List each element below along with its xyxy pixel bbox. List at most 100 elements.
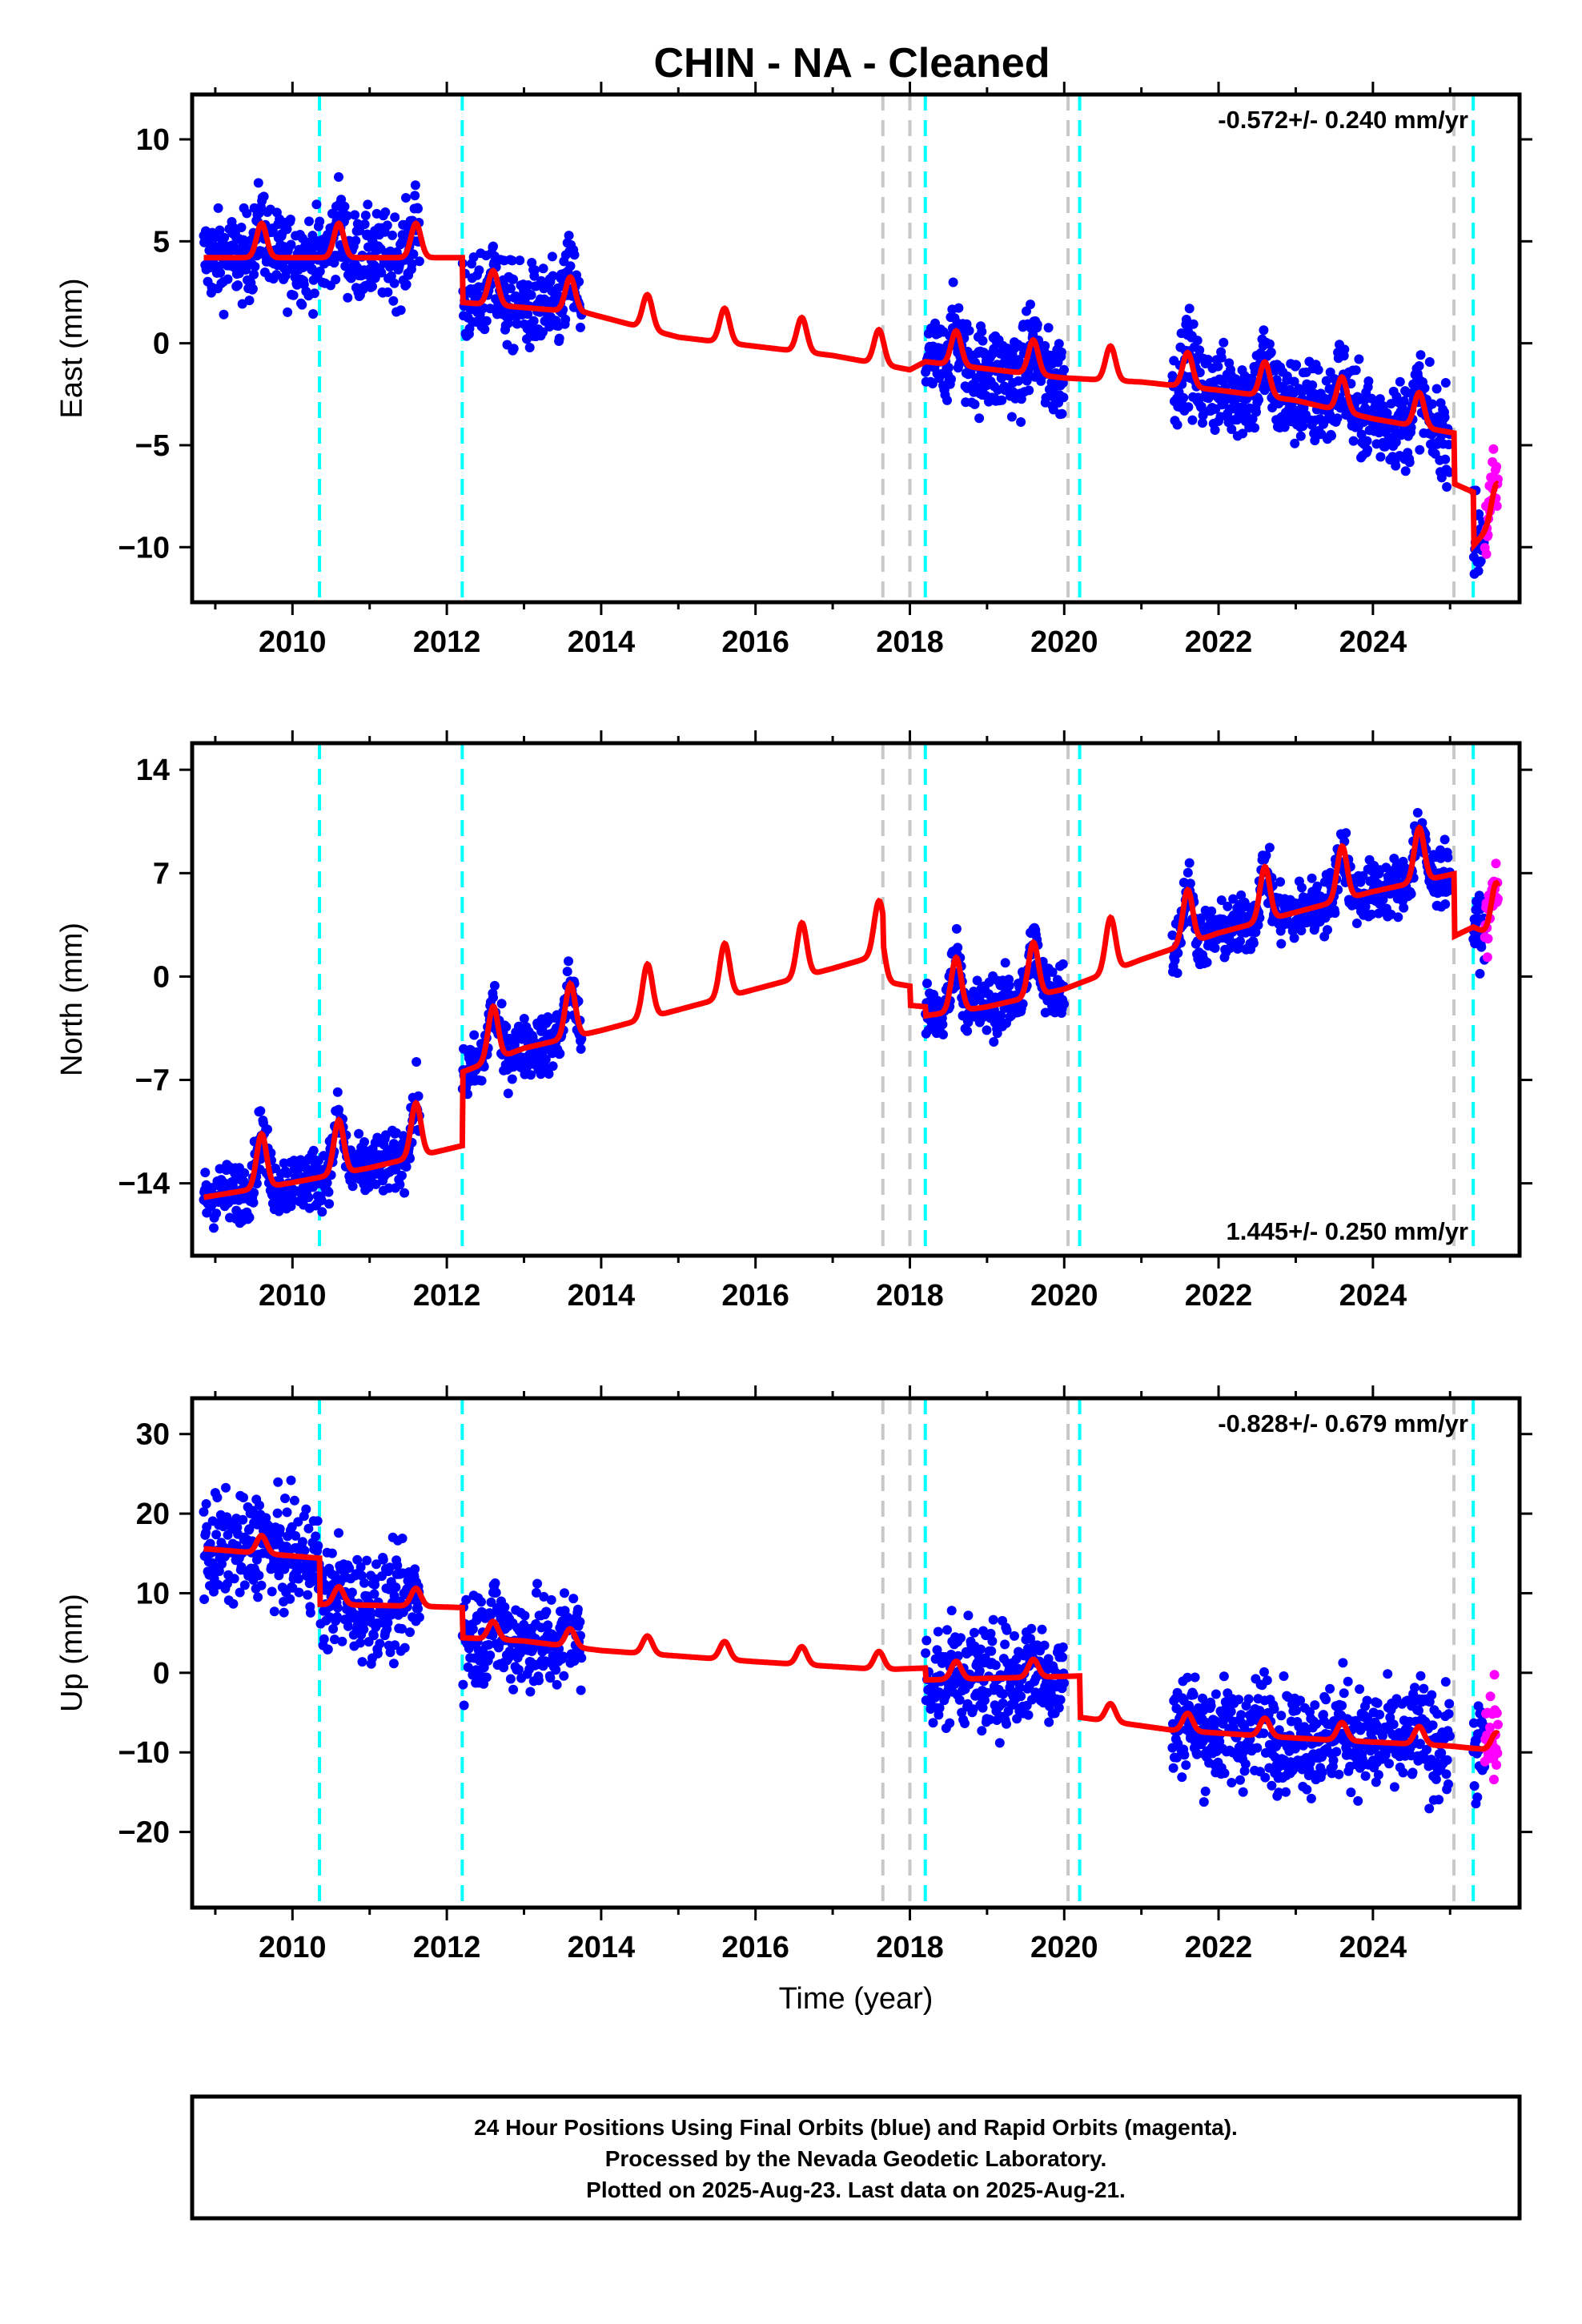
- final-orbit-point: [575, 1617, 585, 1627]
- final-orbit-point: [1440, 378, 1451, 388]
- final-orbit-point: [1013, 1663, 1023, 1674]
- final-orbit-point: [352, 1554, 363, 1565]
- final-orbit-point: [305, 1607, 315, 1618]
- final-orbit-point: [279, 1607, 289, 1618]
- final-orbit-point: [1290, 438, 1300, 448]
- final-orbit-point: [1032, 320, 1042, 330]
- final-orbit-point: [486, 1597, 496, 1607]
- final-orbit-point: [1325, 1683, 1335, 1694]
- final-orbit-point: [1279, 422, 1290, 432]
- final-orbit-point: [239, 1493, 248, 1502]
- final-orbit-point: [239, 1580, 250, 1590]
- final-orbit-point: [1311, 1719, 1322, 1729]
- x-tick-label: 2022: [1185, 625, 1253, 659]
- final-orbit-point: [360, 211, 371, 220]
- final-orbit-point: [254, 1570, 264, 1581]
- final-orbit-point: [1424, 357, 1435, 367]
- rapid-orbit-point: [1483, 934, 1493, 944]
- final-orbit-point: [1317, 1767, 1327, 1777]
- chart-title: CHIN - NA - Cleaned: [654, 40, 1050, 86]
- final-orbit-point: [1173, 948, 1183, 959]
- final-orbit-point: [1289, 933, 1299, 943]
- y-tick-label: −7: [135, 1064, 170, 1098]
- final-orbit-point: [1289, 376, 1299, 387]
- final-orbit-point: [309, 288, 319, 299]
- final-orbit-point: [1339, 1688, 1349, 1699]
- final-orbit-point: [982, 1025, 992, 1035]
- rapid-orbit-point: [1488, 444, 1499, 454]
- final-orbit-point: [1014, 376, 1023, 386]
- final-orbit-point: [1172, 420, 1182, 430]
- final-orbit-point: [536, 1069, 546, 1080]
- final-orbit-point: [362, 1555, 372, 1566]
- final-orbit-point: [392, 1560, 403, 1570]
- final-orbit-point: [1253, 920, 1263, 931]
- rapid-orbit-point: [1493, 894, 1503, 904]
- final-orbit-point: [283, 307, 293, 317]
- final-orbit-point: [942, 1625, 952, 1635]
- final-orbit-point: [1406, 889, 1416, 899]
- final-orbit-point: [544, 1069, 554, 1079]
- final-orbit-point: [1473, 566, 1484, 576]
- final-orbit-point: [1356, 429, 1367, 440]
- final-orbit-point: [1059, 999, 1069, 1009]
- final-orbit-point: [253, 178, 263, 188]
- final-orbit-point: [565, 261, 576, 271]
- final-orbit-point: [1043, 1654, 1054, 1664]
- rapid-orbit-point: [1492, 1708, 1502, 1719]
- final-orbit-point: [1198, 1693, 1207, 1703]
- final-orbit-point: [351, 235, 361, 246]
- final-orbit-point: [572, 1604, 583, 1614]
- final-orbit-point: [1058, 959, 1068, 969]
- final-orbit-point: [301, 1504, 311, 1514]
- final-orbit-point: [970, 399, 980, 409]
- final-orbit-point: [294, 1587, 304, 1598]
- final-orbit-point: [242, 208, 252, 219]
- final-orbit-point: [1402, 388, 1412, 398]
- final-orbit-point: [1367, 909, 1377, 919]
- final-orbit-point: [343, 1621, 353, 1631]
- final-orbit-point: [1442, 482, 1452, 492]
- final-orbit-point: [1195, 345, 1205, 356]
- final-orbit-point: [1024, 385, 1034, 396]
- final-orbit-point: [972, 975, 982, 986]
- rapid-orbit-point: [1492, 501, 1502, 511]
- final-orbit-point: [1327, 431, 1336, 441]
- final-orbit-point: [1259, 1728, 1269, 1739]
- final-orbit-point: [1334, 1769, 1344, 1779]
- final-orbit-point: [507, 255, 517, 266]
- final-orbit-point: [1199, 1797, 1209, 1807]
- final-orbit-point: [1252, 1743, 1263, 1753]
- final-orbit-point: [980, 1695, 990, 1706]
- final-orbit-point: [1054, 339, 1064, 349]
- final-orbit-point: [205, 1538, 215, 1549]
- final-orbit-point: [1296, 926, 1307, 935]
- final-orbit-point: [1442, 1755, 1452, 1765]
- final-orbit-point: [272, 1508, 283, 1518]
- final-orbit-point: [202, 1522, 212, 1532]
- final-orbit-point: [1014, 1683, 1025, 1693]
- final-orbit-point: [530, 265, 540, 275]
- final-orbit-point: [1264, 339, 1275, 349]
- final-orbit-point: [280, 1494, 290, 1503]
- final-orbit-point: [998, 1689, 1009, 1699]
- final-orbit-point: [1415, 1671, 1426, 1681]
- final-orbit-point: [974, 1666, 985, 1676]
- final-orbit-point: [1279, 1671, 1289, 1681]
- final-orbit-point: [1172, 1752, 1182, 1763]
- rapid-orbit-point: [1485, 1723, 1495, 1733]
- final-orbit-point: [279, 263, 289, 273]
- final-orbit-point: [387, 230, 397, 240]
- final-orbit-point: [1187, 415, 1198, 425]
- final-orbit-point: [1004, 980, 1014, 991]
- final-orbit-point: [199, 1594, 210, 1604]
- final-orbit-point: [412, 1057, 422, 1067]
- final-orbit-point: [343, 292, 353, 303]
- final-orbit-point: [1472, 1792, 1483, 1803]
- final-orbit-point: [397, 1534, 408, 1543]
- final-orbit-point: [273, 1477, 283, 1487]
- final-orbit-point: [363, 199, 373, 210]
- final-orbit-point: [304, 216, 314, 227]
- final-orbit-point: [297, 1537, 307, 1547]
- final-orbit-point: [1363, 376, 1374, 386]
